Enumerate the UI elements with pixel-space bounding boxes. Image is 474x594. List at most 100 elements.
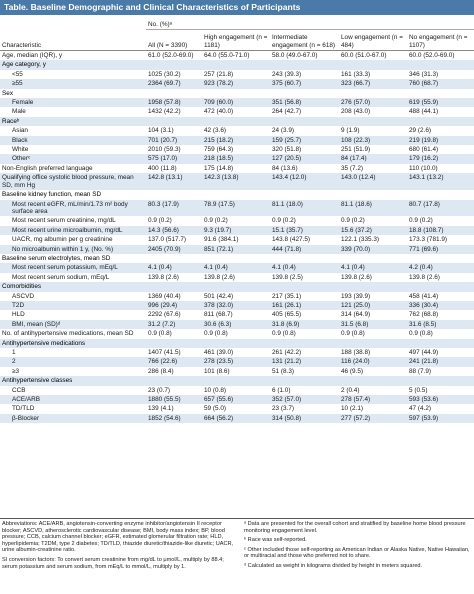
row-label: ACE/ARB	[0, 395, 146, 405]
row-label: Sex	[2, 89, 14, 97]
cell-value: 709 (60.0)	[202, 98, 270, 108]
table-row: No. of antihypertensive medications, mea…	[0, 329, 474, 338]
cell-value: 760 (68.7)	[407, 79, 474, 89]
row-label: Male	[12, 108, 26, 116]
cell-value: 108 (22.3)	[339, 135, 407, 146]
cell-value: 80.3 (17.9)	[146, 199, 202, 217]
cell-value: 217 (35.1)	[272, 292, 302, 300]
footnotes-right: ᵃ Data are presented for the overall coh…	[244, 521, 472, 573]
row-label: Black	[0, 135, 146, 146]
cell-value: 175 (14.8)	[204, 164, 234, 172]
cell-value: 35 (7.2)	[341, 164, 364, 172]
cell-value: 277 (57.2)	[339, 413, 407, 424]
table-row: β-Blocker 1852 (54.6) 664 (56.2) 314 (50.8)…	[0, 413, 474, 424]
cell-value: 0.9 (0.2)	[204, 217, 228, 225]
row-label: Baseline kidney function, mean SD	[2, 191, 102, 199]
header-intermediate-engagement: Intermediate engagement (n = 618)	[270, 29, 339, 51]
cell-value: 923 (78.2)	[202, 79, 270, 89]
cell-value: 142.3 (13.8)	[202, 173, 270, 191]
cell-value: 173.3 (781.9)	[409, 236, 448, 244]
cell-value: 161 (33.3)	[341, 70, 371, 78]
row-label: Comorbidities	[0, 282, 146, 292]
cell-value: 501 (42.4)	[204, 292, 234, 300]
cell-value: 243 (39.3)	[272, 70, 302, 78]
cell-value: 1025 (30.2)	[148, 70, 181, 78]
cell-value: 60.0 (52.0-69.0)	[409, 52, 455, 59]
table-row: Raceᵇ	[0, 116, 474, 127]
row-label: Most recent serum sodium, mEq/L	[12, 273, 110, 281]
cell-value: 6 (1.0)	[272, 386, 291, 394]
cell-value: 766 (22.6)	[146, 357, 202, 367]
si-conversion-note: SI conversion factors: To convert serum …	[2, 556, 224, 570]
cell-value: 15.6 (37.2)	[339, 225, 407, 236]
cell-value: 143.0 (12.4)	[339, 173, 407, 191]
table-row: Baseline serum electrolytes, mean SD	[0, 254, 474, 263]
row-label: Most recent urine microalbumin, mg/dL	[0, 225, 146, 236]
cell-value	[270, 254, 339, 263]
cell-value	[339, 116, 407, 127]
cell-value	[339, 282, 407, 292]
cell-value	[339, 254, 407, 263]
table-row: HLD 2292 (67.6) 811 (68.7) 405 (65.5) 314 (6…	[0, 310, 474, 319]
cell-value: 375 (60.7)	[270, 79, 339, 89]
cell-value: 9 (1.9)	[341, 127, 360, 135]
cell-value: 161 (26.1)	[270, 300, 339, 311]
row-label: Qualifying office systolic blood pressur…	[0, 173, 146, 191]
row-label: Otherᶜ	[0, 154, 146, 164]
cell-value: 444 (71.8)	[270, 244, 339, 254]
cell-value: 4.2 (0.4)	[407, 263, 474, 273]
header-no-percent: No. (%)ᵃ	[146, 17, 474, 30]
cell-value: 0.9 (0.8)	[409, 330, 433, 338]
cell-value: 323 (66.7)	[339, 79, 407, 89]
cell-value	[202, 60, 270, 70]
cell-value: 143.1 (13.2)	[407, 173, 474, 191]
cell-value: 131 (21.2)	[270, 357, 339, 367]
table-row: Otherᶜ 575 (17.0) 218 (18.5) 127 (20.5) 84 (…	[0, 154, 474, 164]
table-row: Asian 104 (3.1) 42 (3.6) 24 (3.9) 9 (1.9) 29 …	[0, 126, 474, 135]
cell-value: 352 (57.0)	[270, 395, 339, 405]
cell-value: 405 (65.5)	[272, 311, 302, 319]
cell-value: 657 (55.6)	[202, 395, 270, 405]
cell-value: 701 (20.7)	[146, 135, 202, 146]
cell-value	[270, 116, 339, 127]
cell-value	[202, 116, 270, 127]
cell-value: 88 (7.9)	[409, 367, 432, 375]
cell-value: 400 (11.8)	[148, 164, 177, 172]
cell-value: 2 (0.4)	[341, 386, 360, 394]
cell-value	[339, 338, 407, 348]
table-row: UACR, mg albumin per g creatinine 137.0 (…	[0, 235, 474, 244]
cell-value: 261 (42.2)	[272, 349, 302, 356]
header-low-engagement: Low engagement (n = 484)	[339, 29, 407, 51]
baseline-characteristics-table: No. (%)ᵃ Characteristic All (N = 3390) H…	[0, 17, 474, 424]
cell-value: 46 (9.5)	[341, 367, 364, 375]
cell-value: 14.3 (56.6)	[146, 225, 202, 236]
cell-value: 47 (4.2)	[409, 405, 432, 413]
cell-value: 139.8 (2.6)	[341, 273, 372, 281]
cell-value: 664 (56.2)	[202, 413, 270, 424]
cell-value: 278 (57.4)	[339, 395, 407, 405]
cell-value: 4.1 (0.4)	[270, 263, 339, 273]
cell-value	[202, 190, 270, 199]
cell-value: 110 (10.0)	[409, 164, 438, 172]
cell-value: 278 (23.5)	[202, 357, 270, 367]
cell-value: 127 (20.5)	[270, 154, 339, 164]
cell-value	[146, 116, 202, 127]
cell-value: 378 (32.0)	[202, 300, 270, 311]
cell-value: 51 (8.3)	[272, 367, 295, 375]
row-label: UACR, mg albumin per g creatinine	[12, 236, 113, 244]
cell-value: 0.9 (0.2)	[409, 217, 433, 225]
cell-value	[202, 338, 270, 348]
cell-value: 137.0 (517.7)	[148, 236, 187, 244]
cell-value: 472 (40.0)	[204, 108, 234, 116]
table-row: Non-English preferred language 400 (11.8)…	[0, 164, 474, 173]
cell-value: 59 (5.0)	[204, 405, 227, 413]
cell-value: 2292 (67.6)	[148, 311, 181, 319]
cell-value	[407, 282, 474, 292]
row-label: Antihypertensive classes	[0, 376, 146, 386]
cell-value	[202, 89, 270, 98]
row-label: 1	[12, 349, 16, 356]
row-label: β-Blocker	[0, 413, 146, 424]
cell-value	[407, 254, 474, 263]
cell-value: 811 (68.7)	[204, 311, 233, 319]
